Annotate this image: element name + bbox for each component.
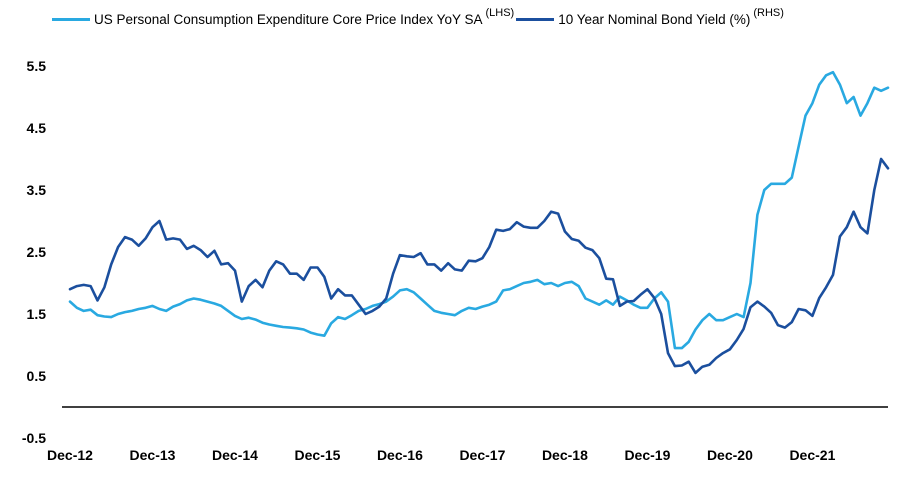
legend-item-bond-yield: 10 Year Nominal Bond Yield (%) (RHS) bbox=[516, 7, 784, 27]
x-tick-label: Dec-12 bbox=[47, 447, 93, 463]
y-tick-label: 2.5 bbox=[27, 244, 47, 260]
y-tick-label: 3.5 bbox=[27, 182, 47, 198]
series-line-bond-yield bbox=[68, 157, 890, 375]
y-tick-label: -0.5 bbox=[22, 430, 46, 446]
x-tick-label: Dec-14 bbox=[212, 447, 258, 463]
x-tick-label: Dec-19 bbox=[624, 447, 670, 463]
y-tick-label: 5.5 bbox=[27, 58, 47, 74]
x-tick-label: Dec-18 bbox=[542, 447, 588, 463]
legend: US Personal Consumption Expenditure Core… bbox=[52, 7, 913, 27]
x-tick-label: Dec-20 bbox=[707, 447, 753, 463]
x-tick-label: Dec-15 bbox=[295, 447, 341, 463]
y-tick-label: 0.5 bbox=[27, 368, 47, 384]
x-tick-label: Dec-13 bbox=[130, 447, 176, 463]
pce-axis-tag: (LHS) bbox=[485, 6, 515, 19]
pce-line-swatch bbox=[52, 18, 90, 21]
y-tick-label: 4.5 bbox=[27, 120, 47, 136]
bond-line-swatch bbox=[516, 18, 555, 21]
pce-legend-label: US Personal Consumption Expenditure Core… bbox=[94, 12, 483, 27]
bond-axis-tag: (RHS) bbox=[753, 6, 784, 19]
legend-item-pce: US Personal Consumption Expenditure Core… bbox=[52, 7, 514, 27]
series-line-pce bbox=[68, 70, 890, 350]
x-tick-label: Dec-21 bbox=[789, 447, 835, 463]
x-tick-label: Dec-16 bbox=[377, 447, 423, 463]
bond-legend-label: 10 Year Nominal Bond Yield (%) bbox=[558, 12, 751, 27]
x-tick-label: Dec-17 bbox=[459, 447, 505, 463]
y-tick-label: 1.5 bbox=[27, 306, 47, 322]
